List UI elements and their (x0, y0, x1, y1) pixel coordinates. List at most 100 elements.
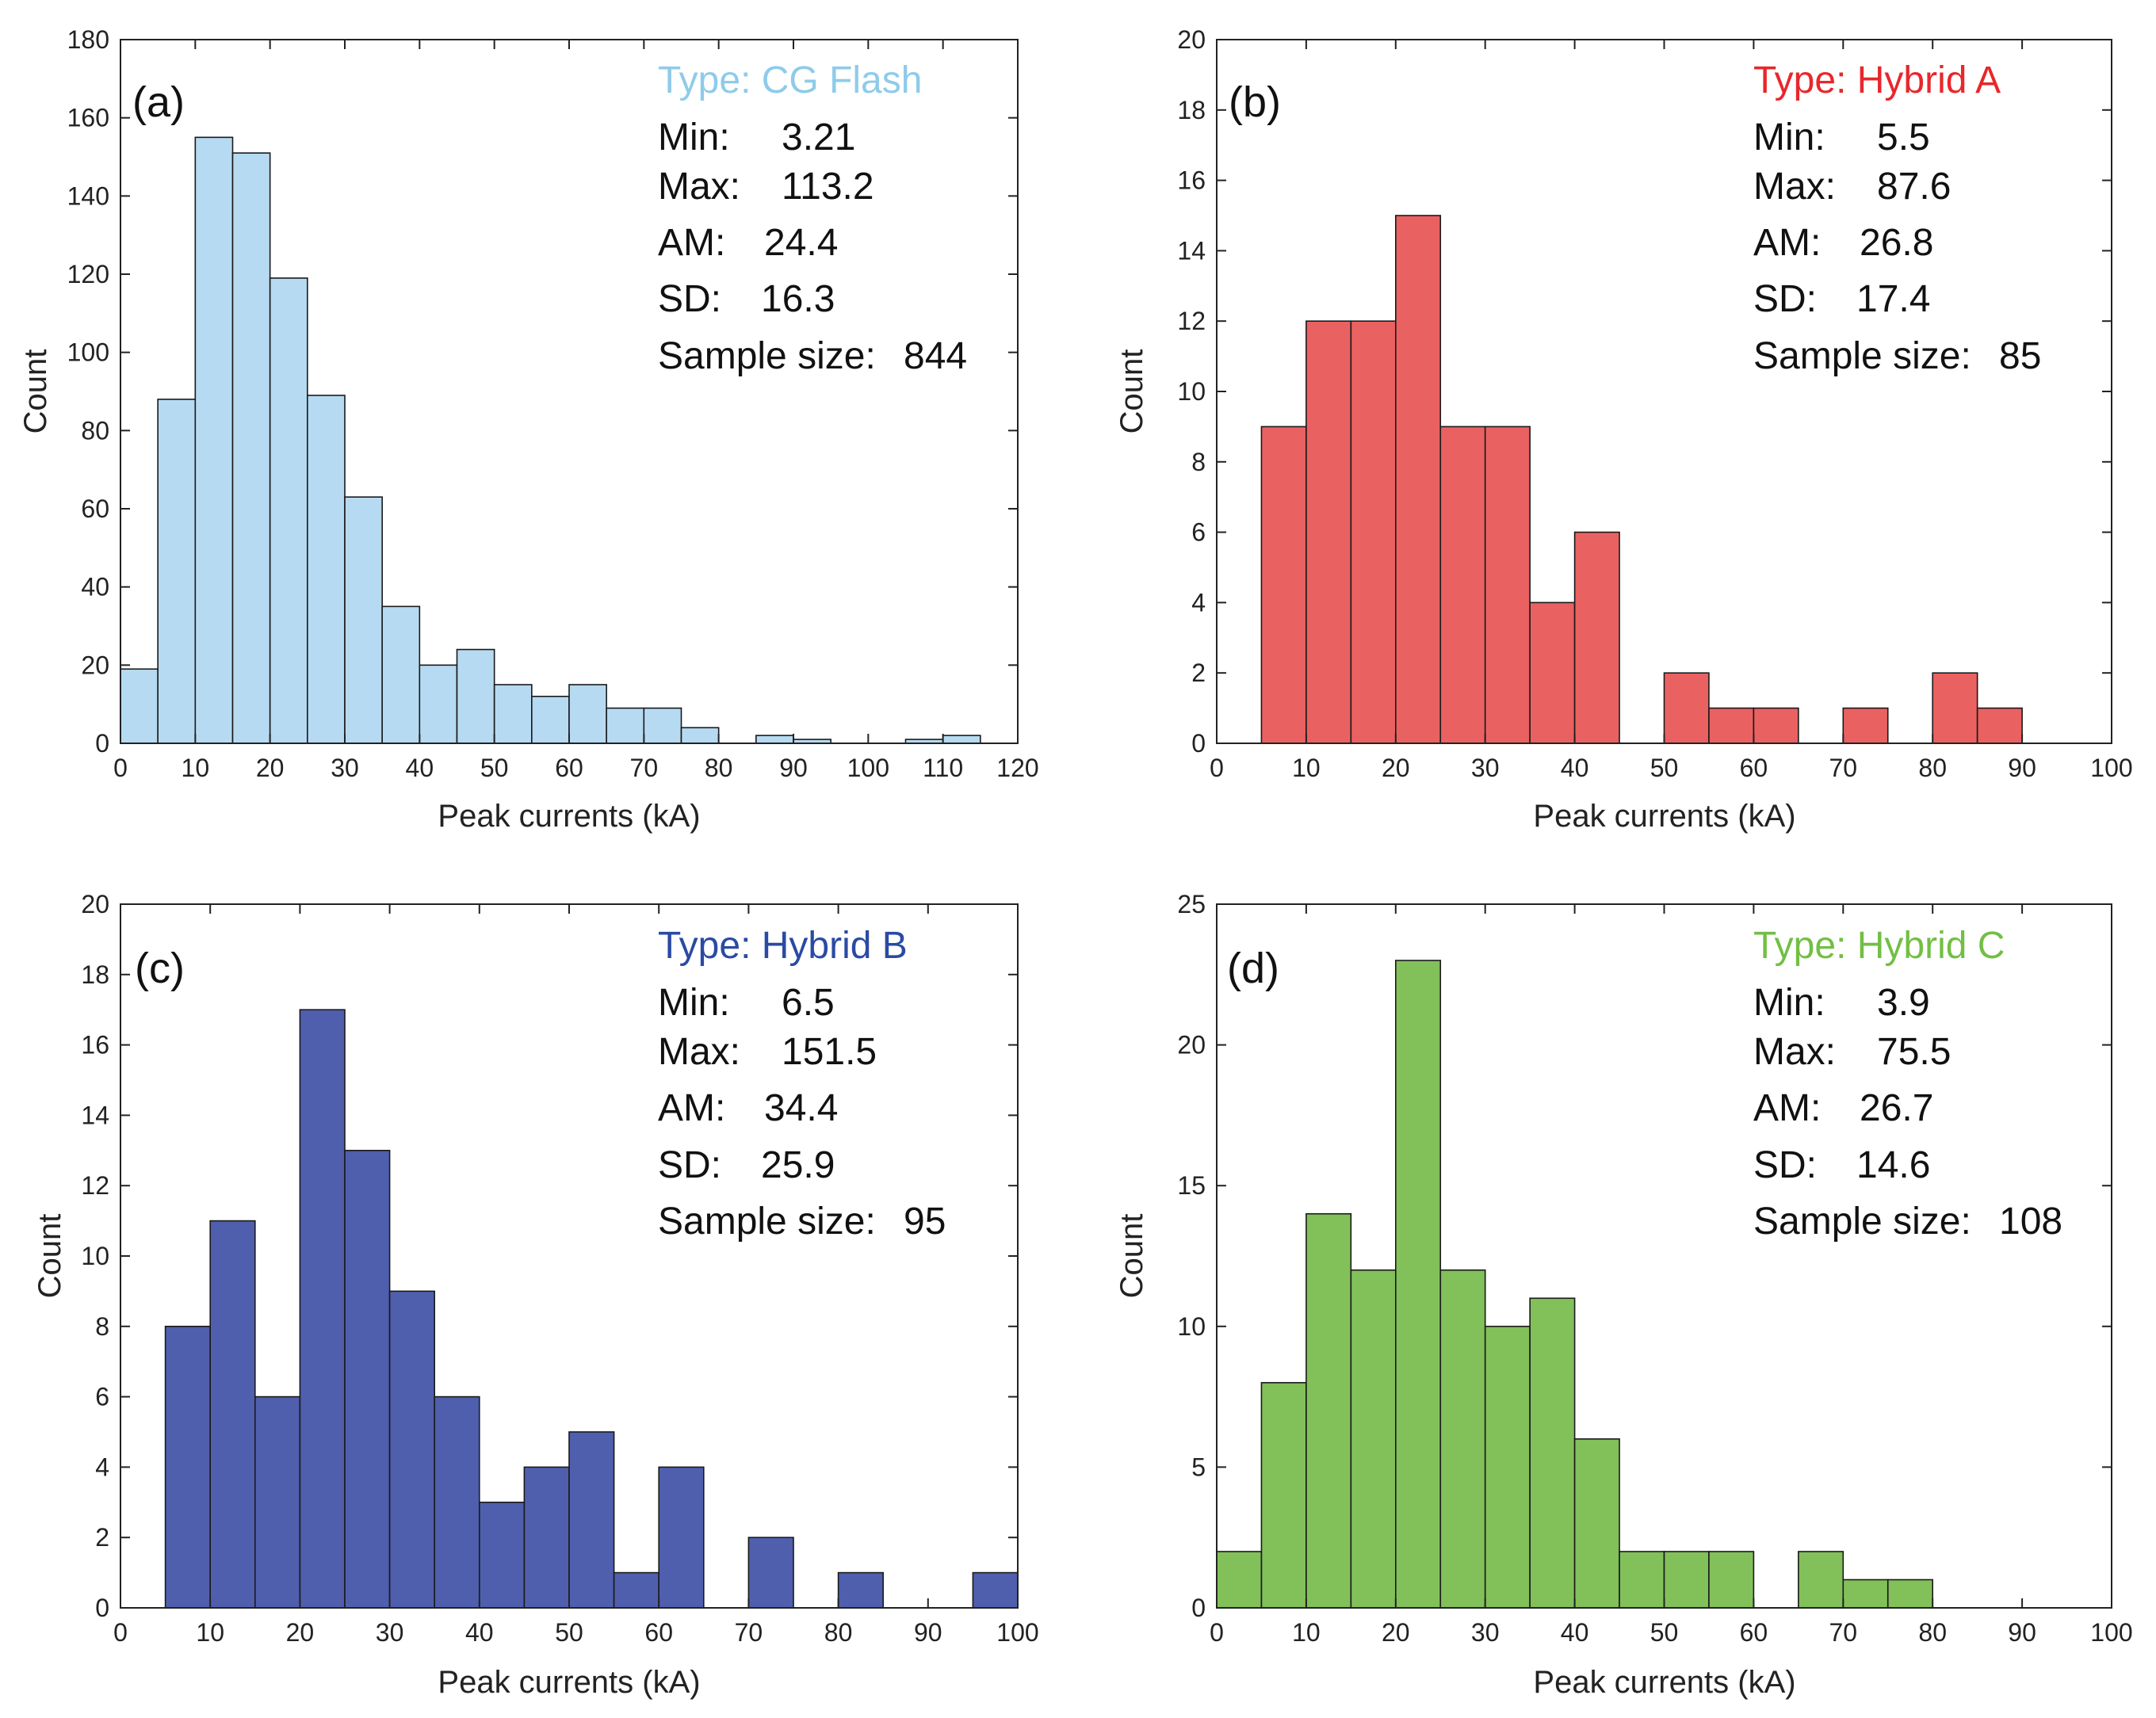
y-tick-label: 20 (81, 651, 109, 679)
y-tick-label: 12 (81, 1171, 109, 1200)
x-tick-label: 50 (1650, 1618, 1679, 1647)
histogram-bar (972, 1571, 1019, 1609)
histogram-bar (164, 1326, 212, 1609)
stats-box: Min: 5.5 Max: 87.6 AM: 26.8 SD: 17.4 Sam… (1753, 116, 2041, 377)
type-title: Type: Hybrid B (658, 925, 908, 967)
x-tick-label: 100 (2090, 754, 2132, 782)
y-tick-label: 20 (81, 890, 109, 918)
stat-max-value: 87.6 (1877, 166, 1951, 208)
stat-sample-size-label: Sample size: (658, 1201, 876, 1243)
x-tick-label: 20 (1382, 1618, 1410, 1647)
stat-am-value: 34.4 (764, 1087, 838, 1129)
stat-am-value: 26.8 (1860, 222, 1933, 264)
histogram-bar (755, 735, 794, 744)
y-tick-label: 25 (1177, 890, 1206, 918)
type-title: Type: Hybrid A (1753, 59, 2001, 101)
x-tick-label: 120 (996, 754, 1038, 782)
histogram-bar (388, 1290, 436, 1609)
histogram-bar (606, 707, 645, 744)
stat-min-label: Min: (658, 116, 730, 158)
histogram-bar (269, 277, 308, 744)
panel-label: (a) (132, 78, 185, 126)
histogram-bar (231, 152, 271, 744)
y-axis-label: Count (1114, 349, 1149, 434)
histogram-bar (643, 707, 682, 744)
stat-min-label: Min: (658, 982, 730, 1024)
x-tick-label: 40 (465, 1618, 494, 1647)
x-tick-label: 80 (1918, 1618, 1947, 1647)
stat-am-value: 26.7 (1860, 1087, 1933, 1129)
histogram-bar (254, 1395, 301, 1609)
histogram-bar (1260, 1382, 1307, 1609)
stat-max-value: 113.2 (782, 166, 874, 208)
y-tick-label: 18 (1177, 96, 1206, 124)
x-tick-label: 10 (196, 1618, 224, 1647)
histogram-bar (1798, 1551, 1844, 1609)
histogram-bar (1439, 426, 1486, 744)
stat-sample-size-label: Sample size: (658, 335, 876, 377)
histogram-bar (1842, 707, 1889, 744)
y-tick-label: 6 (95, 1383, 109, 1411)
stat-sd-label: SD: (658, 1144, 721, 1186)
y-tick-label: 2 (1191, 659, 1206, 687)
x-tick-label: 0 (1210, 754, 1224, 782)
stat-sd-label: SD: (1753, 1144, 1817, 1186)
stat-min-value: 3.21 (782, 116, 855, 158)
panel-label: (b) (1229, 78, 1281, 126)
stat-sd-value: 25.9 (761, 1144, 835, 1186)
y-tick-label: 12 (1177, 307, 1206, 335)
x-tick-label: 80 (705, 754, 733, 782)
histogram-bar (1529, 1297, 1576, 1609)
x-tick-label: 50 (480, 754, 509, 782)
y-tick-label: 60 (81, 494, 109, 523)
type-title: Type: Hybrid C (1753, 925, 2005, 967)
y-tick-label: 18 (81, 960, 109, 989)
y-tick-label: 160 (67, 104, 109, 132)
y-axis-label: Count (18, 349, 53, 434)
histogram-bar (613, 1571, 659, 1609)
y-tick-label: 14 (81, 1101, 109, 1129)
x-axis-label: Peak currents (kA) (438, 1665, 700, 1700)
x-tick-label: 0 (113, 1618, 128, 1647)
x-tick-label: 80 (1918, 754, 1947, 782)
histogram-bar (1663, 672, 1710, 744)
stat-max-label: Max: (658, 1031, 740, 1073)
x-tick-label: 0 (1210, 1618, 1224, 1647)
y-tick-label: 8 (95, 1312, 109, 1341)
stat-sample-size-label: Sample size: (1753, 335, 1971, 377)
x-tick-label: 0 (113, 754, 128, 782)
y-tick-label: 20 (1177, 25, 1206, 54)
panel-d: 0 10 20 30 40 50 60 70 80 90 100 0 5 10 15 20 25 (d) Typ… (1114, 890, 2133, 1700)
y-tick-label: 80 (81, 416, 109, 445)
x-tick-label: 20 (286, 1618, 315, 1647)
x-tick-label: 110 (923, 754, 963, 782)
histogram-bar (1395, 215, 1442, 744)
y-tick-label: 0 (95, 1594, 109, 1622)
x-tick-label: 10 (182, 754, 210, 782)
histogram-bar (747, 1537, 794, 1609)
x-tick-label: 70 (1829, 754, 1858, 782)
stat-sd-value: 16.3 (761, 278, 835, 320)
histogram-bar (523, 1466, 570, 1609)
y-axis-label: Count (1114, 1214, 1149, 1299)
y-tick-label: 180 (67, 25, 109, 54)
histogram-bar (1439, 1269, 1486, 1609)
x-tick-label: 60 (1740, 754, 1768, 782)
x-axis-label: Peak currents (kA) (1533, 1665, 1795, 1700)
stat-sd-value: 14.6 (1856, 1144, 1930, 1186)
stat-max-label: Max: (658, 166, 740, 208)
x-tick-label: 70 (735, 1618, 763, 1647)
x-tick-label: 30 (331, 754, 359, 782)
panel-a: 0 10 20 30 40 50 60 70 80 90 100 110 120 0 20 40 60 80 100… (18, 25, 1039, 834)
x-axis-label: Peak currents (kA) (438, 799, 700, 834)
stats-box: Min: 3.21 Max: 113.2 AM: 24.4 SD: 16.3 S… (658, 116, 967, 377)
histogram-bar (1395, 960, 1442, 1609)
x-tick-label: 100 (2090, 1618, 2132, 1647)
stat-max-value: 151.5 (782, 1031, 877, 1073)
x-tick-label: 50 (1650, 754, 1679, 782)
y-tick-label: 20 (1177, 1031, 1206, 1059)
stat-sample-size-value: 844 (904, 335, 967, 377)
histogram-bar (419, 664, 458, 744)
x-tick-label: 90 (914, 1618, 942, 1647)
y-tick-label: 5 (1191, 1453, 1206, 1481)
